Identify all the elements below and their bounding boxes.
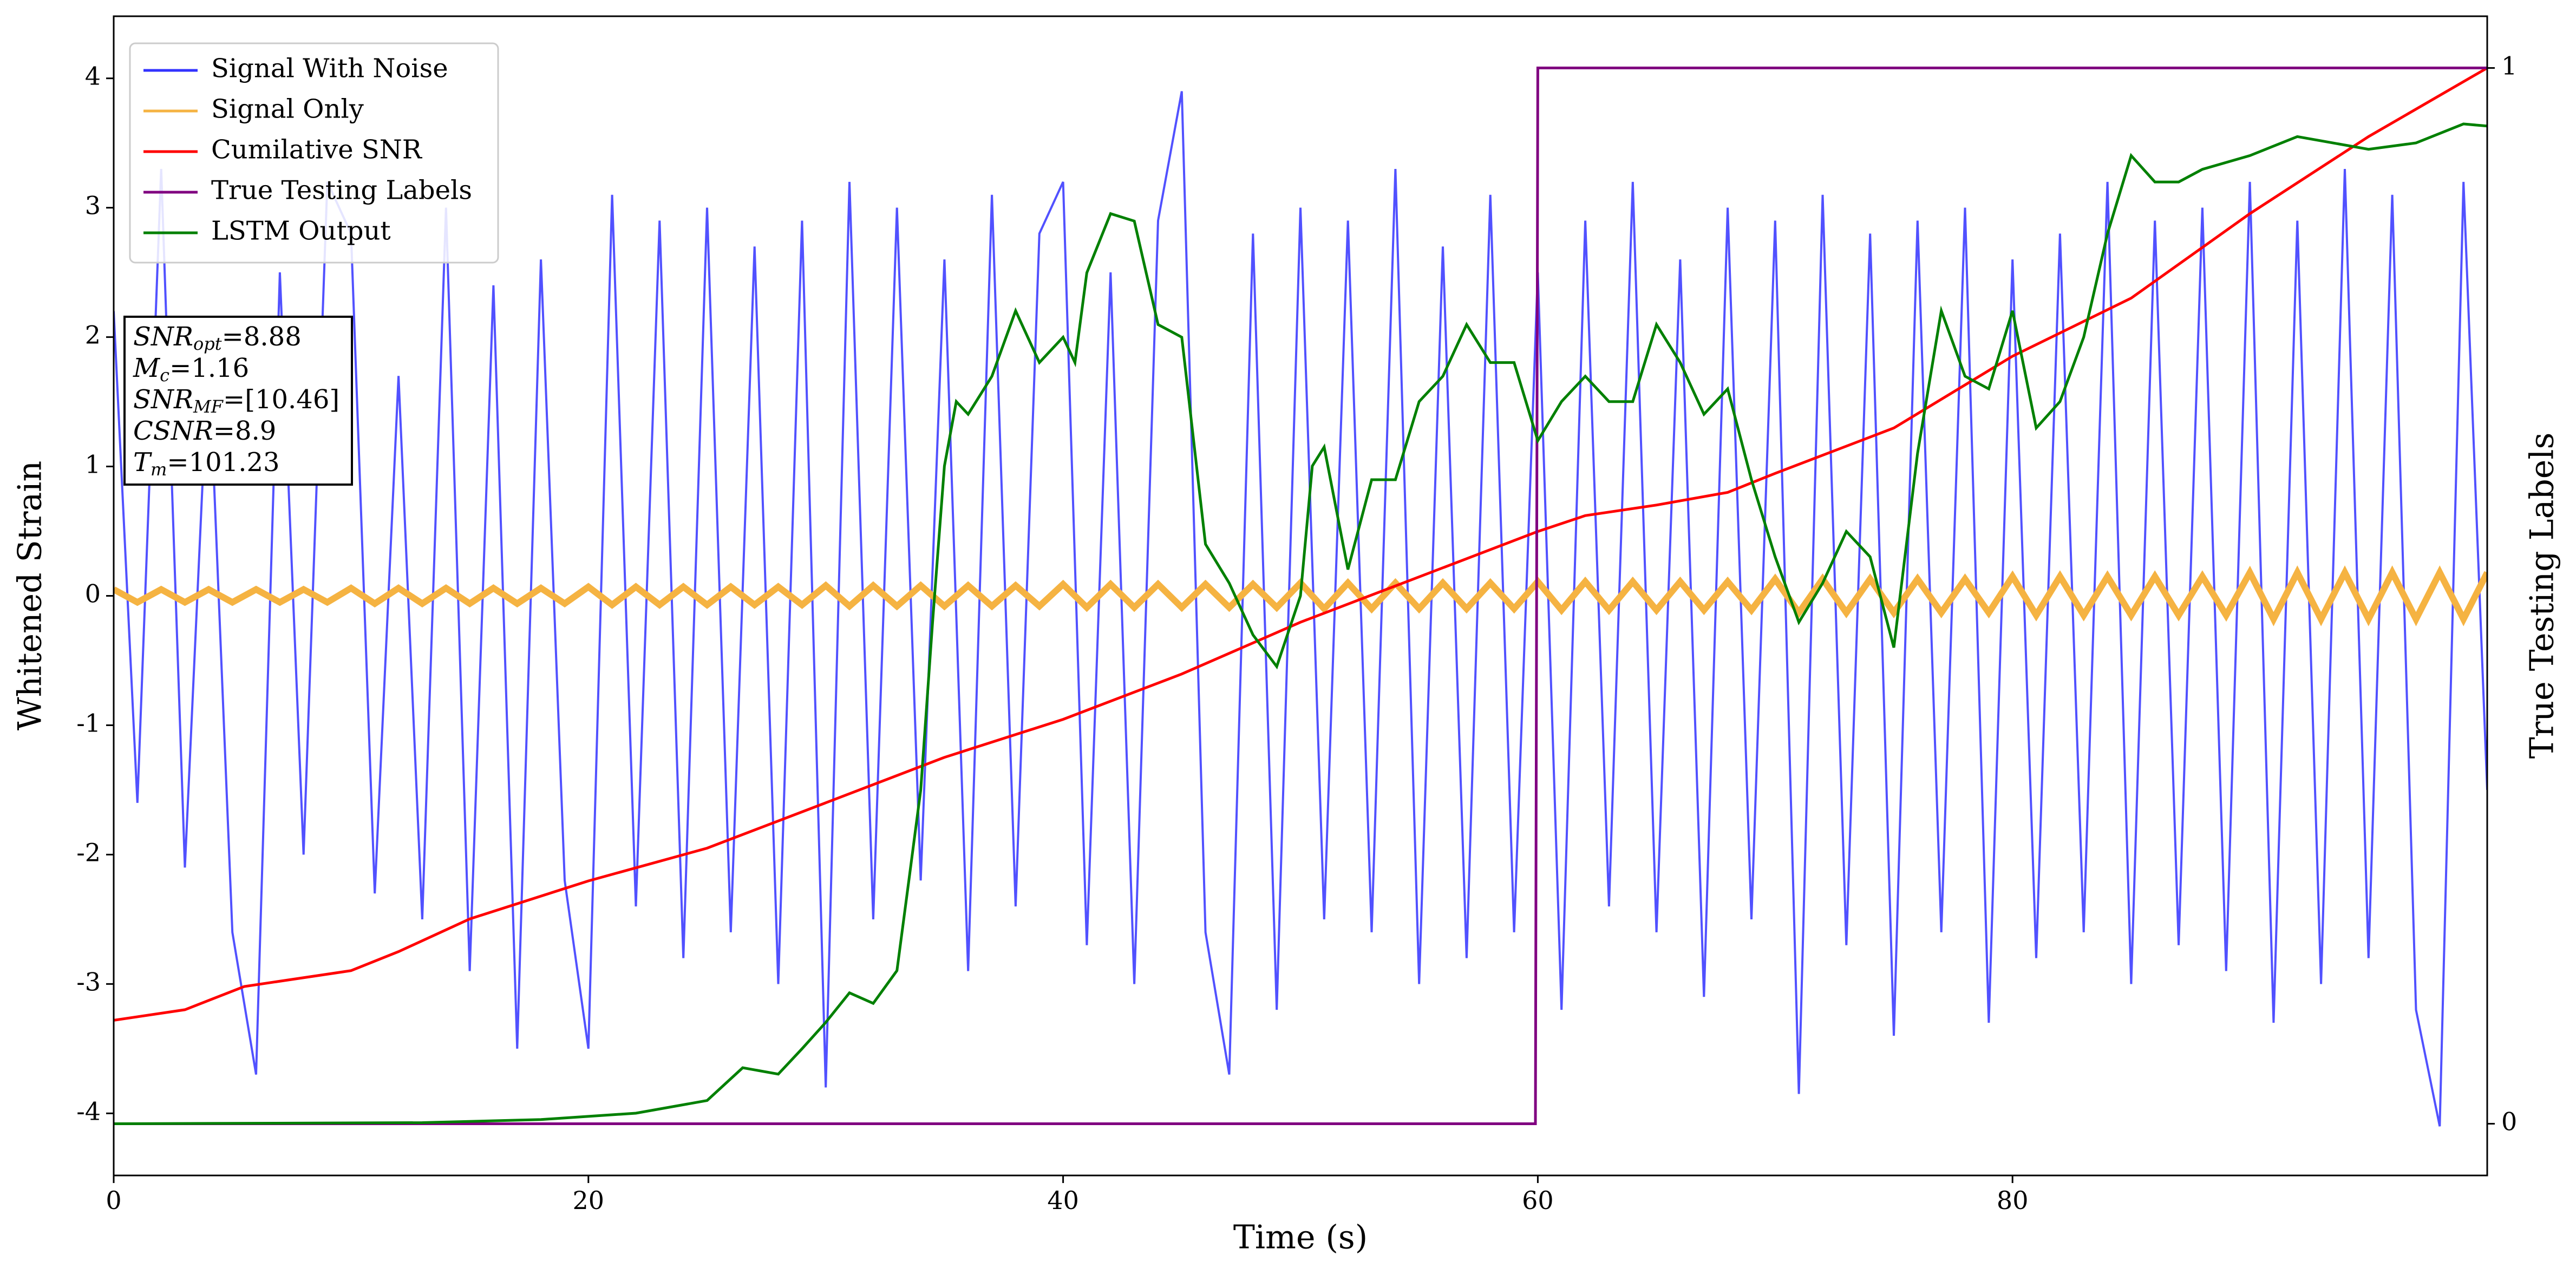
annotation-symbol: M bbox=[133, 353, 161, 383]
x-tick-label: 40 bbox=[1047, 1186, 1079, 1215]
annotation-line: CSNR=8.9 bbox=[133, 416, 276, 446]
y2-tick-label: 0 bbox=[2501, 1107, 2517, 1136]
legend-label: Signal Only bbox=[211, 94, 364, 125]
x-axis-label: Time (s) bbox=[1233, 1219, 1368, 1257]
annotation-box bbox=[123, 316, 353, 486]
legend: Signal With Noise Signal Only Cumilative S… bbox=[129, 42, 499, 264]
series-line bbox=[114, 67, 2487, 1022]
y-tick-label: -4 bbox=[76, 1096, 101, 1126]
annotation: SNRopt=8.88Mc=1.16SNRMF=[10.46]CSNR=8.9T… bbox=[123, 316, 353, 486]
legend-label: True Testing Labels bbox=[211, 175, 472, 206]
annotation-value: =101.23 bbox=[167, 447, 279, 478]
series-line bbox=[114, 122, 2487, 1125]
x-tick-label: 80 bbox=[1997, 1186, 2029, 1215]
annotation-subscript: c bbox=[160, 365, 169, 386]
annotation-line: SNRopt=8.88 bbox=[133, 322, 302, 354]
annotation-value: =8.88 bbox=[222, 322, 302, 352]
y-axis-label: Whitened Strain bbox=[11, 461, 49, 730]
y-tick-label: -2 bbox=[76, 838, 101, 867]
annotation-line: SNRMF=[10.46] bbox=[133, 384, 339, 417]
y-tick-label: 3 bbox=[85, 191, 101, 220]
annotation-symbol: CSNR bbox=[133, 416, 213, 446]
y-tick-label: 0 bbox=[85, 579, 101, 609]
y2-axis-label: True Testing Labels bbox=[2523, 433, 2561, 759]
annotation-subscript: opt bbox=[193, 334, 222, 354]
x-tick-label: 0 bbox=[106, 1186, 121, 1215]
annotation-line: Mc=1.16 bbox=[133, 353, 249, 386]
annotation-symbol: T bbox=[133, 447, 152, 478]
plot-frame bbox=[113, 15, 2488, 1177]
annotation-symbol: SNR bbox=[133, 322, 193, 352]
annotation-line: Tm=101.23 bbox=[133, 447, 280, 480]
y-tick-label: 2 bbox=[85, 321, 101, 350]
x-tick-label: 20 bbox=[573, 1186, 605, 1215]
y-tick-label: 1 bbox=[85, 450, 101, 479]
legend-label: Cumilative SNR bbox=[211, 135, 423, 165]
annotation-value: =8.9 bbox=[213, 416, 277, 446]
annotation-symbol: SNR bbox=[133, 384, 193, 415]
annotation-subscript: MF bbox=[193, 396, 224, 417]
y2-tick-label: 1 bbox=[2501, 51, 2517, 81]
legend-box bbox=[129, 42, 499, 264]
y-tick-label: -3 bbox=[76, 967, 101, 996]
y-tick-label: 4 bbox=[85, 62, 101, 91]
series-line bbox=[114, 91, 2487, 1127]
legend-label: LSTM Output bbox=[211, 216, 391, 246]
annotation-value: =[10.46] bbox=[223, 384, 339, 415]
annotation-subscript: m bbox=[151, 459, 167, 480]
annotation-value: =1.16 bbox=[169, 353, 249, 383]
y-tick-label: -1 bbox=[76, 708, 101, 737]
x-tick-label: 60 bbox=[1522, 1186, 1554, 1215]
legend-label: Signal With Noise bbox=[211, 54, 448, 84]
series-line bbox=[114, 67, 2487, 1125]
